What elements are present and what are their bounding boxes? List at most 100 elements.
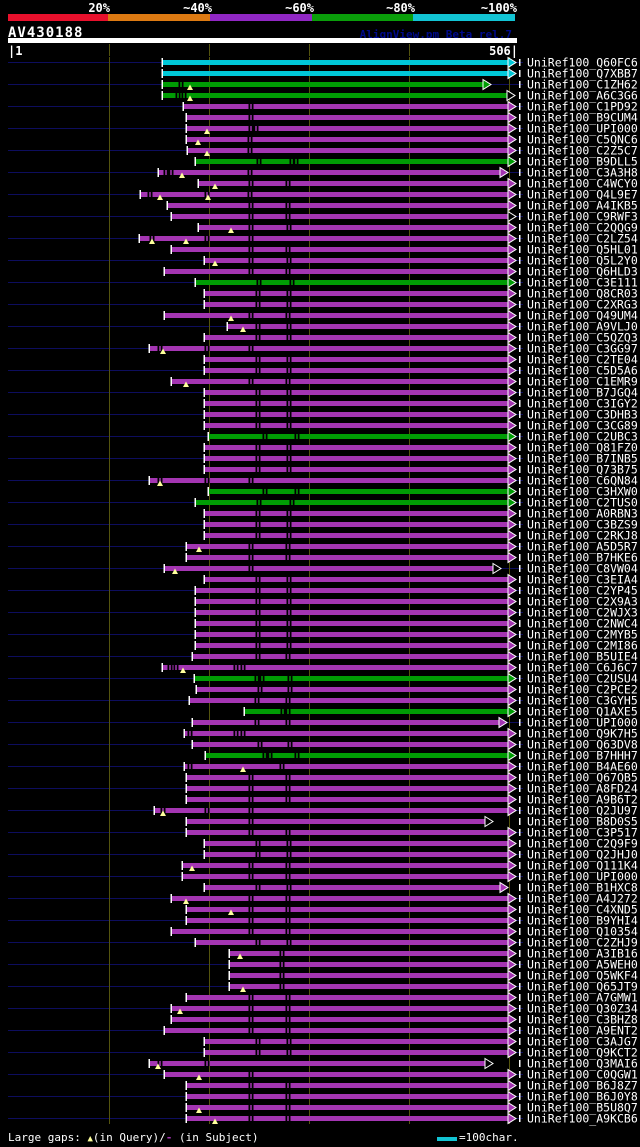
hit-label[interactable]: UniRef100_Q9K7H5 [527, 727, 638, 741]
hit-label[interactable]: UniRef100_C3EIA4 [527, 573, 638, 587]
alignment-bar[interactable] [205, 522, 509, 527]
hit-label[interactable]: UniRef100_C2TUS0 [527, 496, 638, 510]
hit-label[interactable]: UniRef100_Q60FC6 [527, 56, 638, 70]
hit-label[interactable]: UniRef100_C3BHZ8 [527, 1013, 638, 1027]
hit-label[interactable]: UniRef100_C2Q9F9 [527, 837, 638, 851]
alignment-bar[interactable] [187, 1105, 509, 1110]
alignment-bar[interactable] [155, 808, 509, 813]
alignment-bar[interactable] [245, 709, 509, 714]
hit-label[interactable]: UniRef100_Q4L9E7 [527, 188, 638, 202]
alignment-bar[interactable] [140, 236, 509, 241]
alignment-bar[interactable] [187, 797, 509, 802]
hit-label[interactable]: UniRef100_C3CG89 [527, 419, 638, 433]
hit-label[interactable]: UniRef100_C8VW04 [527, 562, 638, 576]
hit-label[interactable]: UniRef100_C3E111 [527, 276, 638, 290]
hit-label[interactable]: UniRef100_A0RBN3 [527, 507, 638, 521]
alignment-bar[interactable] [187, 819, 486, 824]
hit-label[interactable]: UniRef100_C1ZH62 [527, 78, 638, 92]
alignment-bar[interactable] [196, 159, 509, 164]
hit-label[interactable]: UniRef100_A7GMW1 [527, 991, 638, 1005]
alignment-bar[interactable] [196, 280, 509, 285]
hit-label[interactable]: UniRef100_Q49UM4 [527, 309, 638, 323]
hit-label[interactable]: UniRef100_C5QNC6 [527, 133, 638, 147]
hit-label[interactable]: UniRef100_C3HXW0 [527, 485, 638, 499]
hit-label[interactable]: UniRef100_B9CUM4 [527, 111, 638, 125]
alignment-bar[interactable] [187, 786, 509, 791]
hit-label[interactable]: UniRef100_Q2JU97 [527, 804, 638, 818]
hit-label[interactable]: UniRef100_C2MI86 [527, 639, 638, 653]
alignment-bar[interactable] [187, 830, 509, 835]
alignment-bar[interactable] [230, 973, 509, 978]
alignment-bar[interactable] [193, 720, 500, 725]
hit-label[interactable]: UniRef100_Q67QB5 [527, 771, 638, 785]
hit-label[interactable]: UniRef100_C9RWF3 [527, 210, 638, 224]
hit-label[interactable]: UniRef100_C2XRG3 [527, 298, 638, 312]
alignment-bar[interactable] [163, 665, 509, 670]
alignment-bar[interactable] [187, 918, 509, 923]
hit-label[interactable]: UniRef100_C2LZ54 [527, 232, 638, 246]
hit-label[interactable]: UniRef100_UPI000.. [527, 716, 640, 730]
hit-label[interactable]: UniRef100_B6J0Y8 [527, 1090, 638, 1104]
hit-label[interactable]: UniRef100_C2MYB5 [527, 628, 638, 642]
hit-label[interactable]: UniRef100_A9B6T2 [527, 793, 638, 807]
hit-label[interactable]: UniRef100_Q3MAI6 [527, 1057, 638, 1071]
alignment-bar[interactable] [196, 588, 509, 593]
hit-label[interactable]: UniRef100_B5U8Q7 [527, 1101, 638, 1115]
hit-label[interactable]: UniRef100_C6J6C7 [527, 661, 638, 675]
hit-label[interactable]: UniRef100_C2USU4 [527, 672, 638, 686]
hit-label[interactable]: UniRef100_C0QGW1 [527, 1068, 638, 1082]
alignment-bar[interactable] [187, 115, 509, 120]
alignment-bar[interactable] [206, 753, 509, 758]
alignment-bar[interactable] [172, 896, 509, 901]
alignment-bar[interactable] [195, 676, 509, 681]
alignment-bar[interactable] [187, 1116, 509, 1121]
alignment-bar[interactable] [150, 346, 509, 351]
hit-label[interactable]: UniRef100_C2TE04 [527, 353, 638, 367]
alignment-bar[interactable] [163, 71, 509, 76]
alignment-bar[interactable] [163, 93, 508, 98]
hit-label[interactable]: UniRef100_Q7XBB7 [527, 67, 638, 81]
hit-label[interactable]: UniRef100_C2ZHJ9 [527, 936, 638, 950]
alignment-bar[interactable] [205, 291, 509, 296]
alignment-bar[interactable] [165, 269, 509, 274]
hit-label[interactable]: UniRef100_B7HKE6 [527, 551, 638, 565]
alignment-bar[interactable] [165, 1072, 509, 1077]
alignment-bar[interactable] [172, 1017, 509, 1022]
hit-label[interactable]: UniRef100_B7JGQ4 [527, 386, 638, 400]
hit-label[interactable]: UniRef100_A3IB16 [527, 947, 638, 961]
alignment-bar[interactable] [196, 621, 509, 626]
hit-label[interactable]: UniRef100_C4XND5 [527, 903, 638, 917]
alignment-bar[interactable] [205, 852, 509, 857]
hit-label[interactable]: UniRef100_A5WEH0 [527, 958, 638, 972]
alignment-bar[interactable] [196, 500, 509, 505]
alignment-bar[interactable] [150, 1061, 486, 1066]
alignment-bar[interactable] [187, 1083, 509, 1088]
alignment-bar[interactable] [168, 203, 509, 208]
hit-label[interactable]: UniRef100_Q73B75 [527, 463, 638, 477]
hit-label[interactable]: UniRef100_Q5WKF4 [527, 969, 638, 983]
hit-label[interactable]: UniRef100_Q81FZ0 [527, 441, 638, 455]
hit-label[interactable]: UniRef100_Q5HL01 [527, 243, 638, 257]
alignment-bar[interactable] [187, 775, 509, 780]
alignment-bar[interactable] [199, 225, 509, 230]
alignment-bar[interactable] [183, 863, 509, 868]
hit-label[interactable]: UniRef100_C2WJX3 [527, 606, 638, 620]
alignment-bar[interactable] [209, 489, 509, 494]
alignment-bar[interactable] [187, 1094, 509, 1099]
alignment-bar[interactable] [187, 544, 509, 549]
hit-label[interactable]: UniRef100_A4IKB5 [527, 199, 638, 213]
alignment-bar[interactable] [197, 687, 509, 692]
hit-label[interactable]: UniRef100_B7HHH7 [527, 749, 638, 763]
hit-label[interactable]: UniRef100_C2NWC4 [527, 617, 638, 631]
hit-label[interactable]: UniRef100_B9YHI4 [527, 914, 638, 928]
alignment-bar[interactable] [187, 126, 509, 131]
alignment-bar[interactable] [205, 841, 509, 846]
hit-label[interactable]: UniRef100_C2YP45 [527, 584, 638, 598]
alignment-bar[interactable] [172, 214, 509, 219]
alignment-bar[interactable] [163, 60, 509, 65]
alignment-bar[interactable] [205, 445, 509, 450]
alignment-bar[interactable] [165, 566, 494, 571]
alignment-bar[interactable] [205, 335, 509, 340]
alignment-bar[interactable] [193, 742, 509, 747]
alignment-bar[interactable] [205, 357, 509, 362]
